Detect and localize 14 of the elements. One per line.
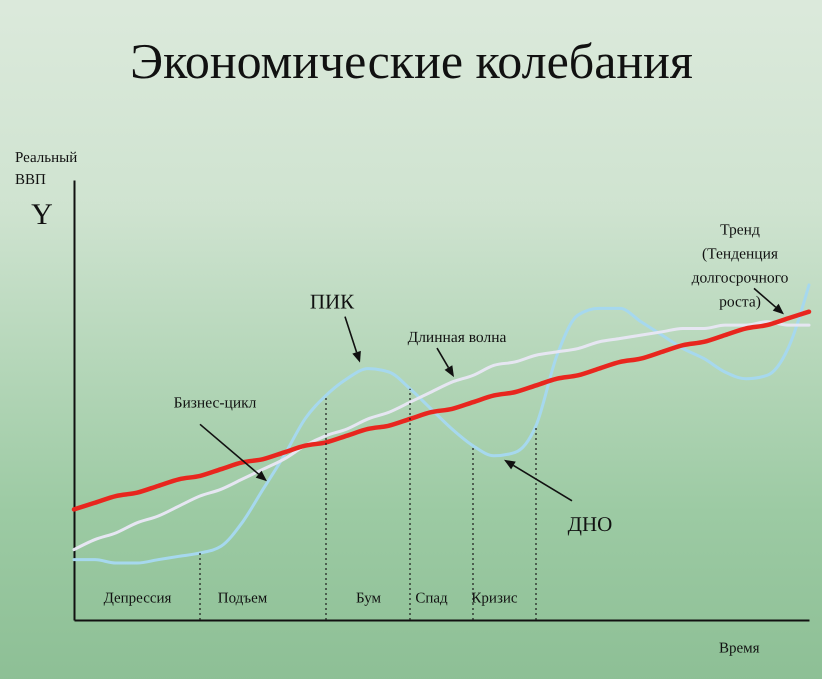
series-label: Тренд (Тенденция долгосрочного роста) — [692, 221, 789, 310]
x-tick-label: Депрессия — [104, 590, 172, 606]
annotation: ДНО — [568, 512, 612, 536]
x-tick-label: Кризис — [471, 590, 518, 606]
text: Реальный ВВП — [15, 150, 78, 188]
x-tick-label: Спад — [415, 590, 448, 606]
series-label: Длинная волна — [408, 329, 506, 346]
x-axis-title: Время — [718, 640, 760, 656]
x-tick-label: Подъем — [218, 590, 268, 606]
chart-title: Экономические колебания — [130, 33, 693, 89]
text: Y — [31, 198, 53, 231]
annotation: ПИК — [310, 290, 356, 314]
x-tick-label: Бум — [356, 590, 382, 606]
text: Бизнес-цикл — [174, 394, 257, 412]
